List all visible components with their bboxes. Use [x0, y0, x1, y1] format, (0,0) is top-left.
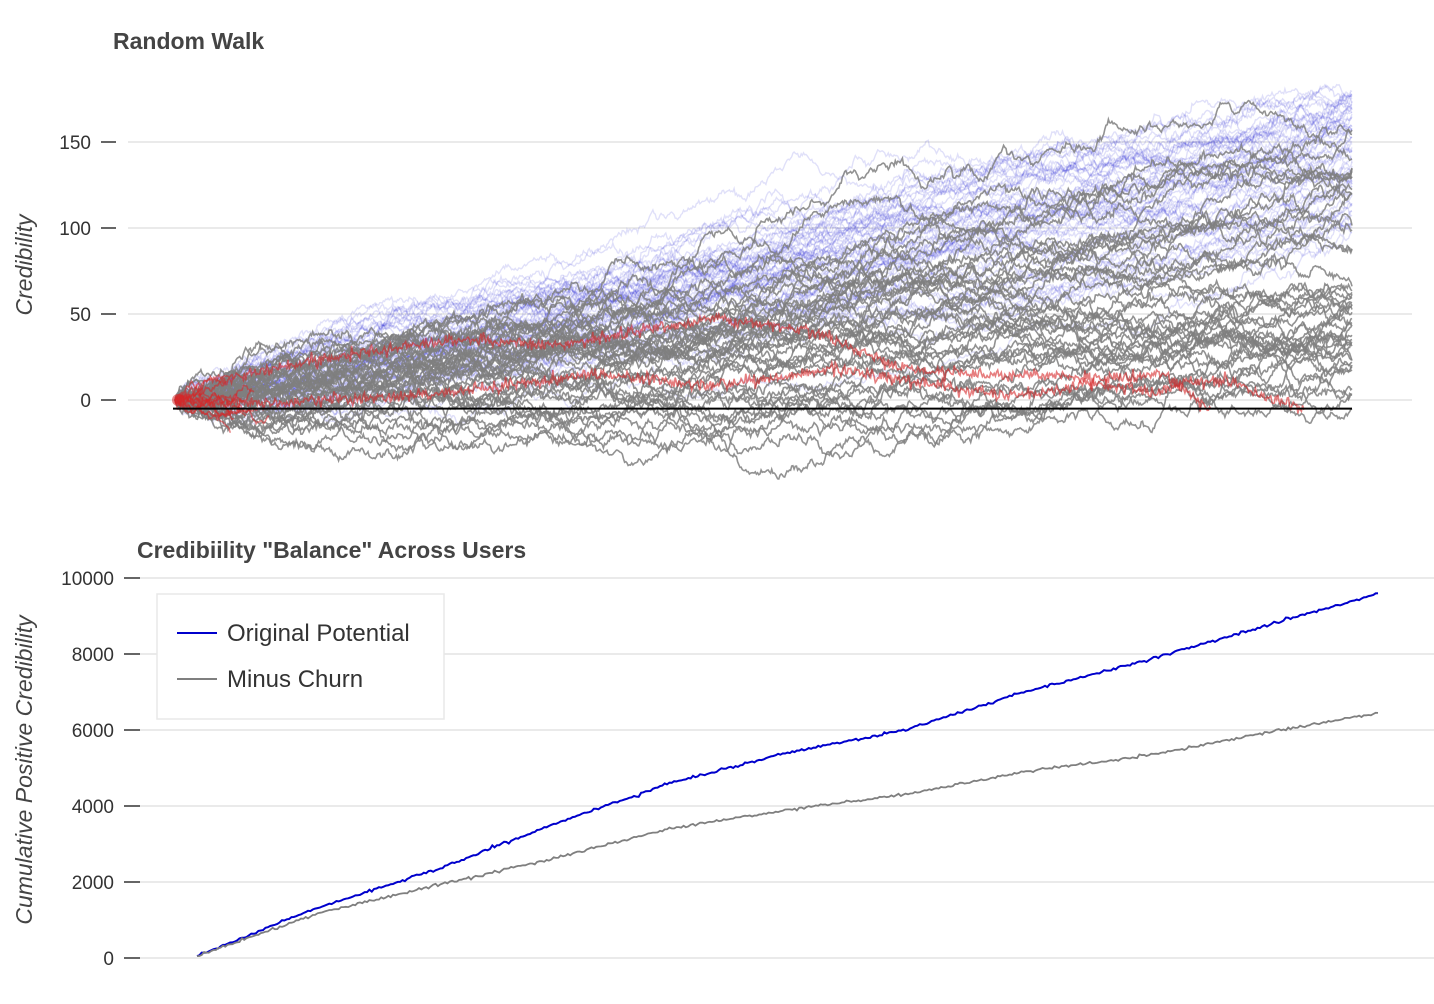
walk-line-gray: [174, 282, 1353, 457]
walk-line-blue: [174, 154, 1353, 406]
walk-line-gray: [174, 353, 1353, 441]
y-tick-label: 0: [103, 949, 114, 970]
legend: Original Potential Minus Churn: [156, 593, 445, 720]
walk-line-gray: [174, 372, 1353, 430]
walk-line-red: [174, 392, 270, 426]
walk-line-gray: [174, 176, 1353, 401]
walk-line-blue: [174, 138, 1353, 407]
walk-line-gray: [174, 99, 1353, 404]
y-tick-label: 2000: [72, 873, 114, 894]
y-tick-label: 8000: [72, 645, 114, 666]
walk-line-gray: [174, 160, 1353, 416]
legend-label: Minus Churn: [227, 666, 363, 693]
series-line-original-potential: [196, 592, 1379, 958]
y-tick-label: 0: [80, 391, 91, 412]
legend-label: Original Potential: [227, 620, 410, 647]
walk-line-red: [174, 374, 228, 402]
walk-line-gray: [175, 341, 1353, 467]
chart-title: Credibiility "Balance" Across Users: [137, 537, 526, 563]
walk-line-blue: [174, 91, 1353, 402]
walk-line-red: [174, 311, 1212, 412]
walk-line-gray: [174, 344, 1353, 447]
y-axis-label: Credibility: [11, 213, 37, 315]
walk-line-blue: [174, 178, 1353, 403]
y-axis-label: Cumulative Positive Credibility: [11, 614, 37, 925]
y-tick-label: 100: [59, 219, 91, 240]
legend-box: [156, 593, 445, 720]
walk-line-gray: [174, 136, 1353, 410]
start-point: [172, 394, 184, 406]
walk-line-blue: [174, 83, 1352, 406]
walk-line-blue: [174, 143, 1353, 405]
walk-line-blue: [174, 96, 1353, 402]
walk-line-red: [174, 359, 1306, 414]
walk-line-gray: [174, 242, 1353, 410]
y-tick-label: 4000: [72, 797, 114, 818]
walk-line-blue: [174, 116, 1353, 405]
walk-line-gray: [174, 319, 1353, 416]
walk-line-blue: [174, 143, 1353, 413]
walk-line-red: [174, 395, 235, 421]
walk-line-red: [174, 389, 255, 407]
walk-line-blue: [174, 128, 1353, 412]
series-line-minus-churn: [196, 711, 1379, 957]
walk-line-gray: [174, 297, 1353, 428]
walk-line-blue: [174, 105, 1353, 401]
walk-line-blue: [174, 123, 1353, 410]
walk-line-gray: [174, 276, 1353, 404]
walk-line-gray: [174, 227, 1353, 401]
y-tick-label: 50: [70, 305, 91, 326]
walk-line-blue: [174, 107, 1353, 414]
y-tick-label: 10000: [61, 569, 114, 590]
random-walk-chart: Random Walk Credibility 0 50 100 150: [11, 28, 1412, 480]
chart-title: Random Walk: [113, 28, 264, 54]
walk-line-gray: [174, 282, 1353, 414]
y-tick-label: 6000: [72, 721, 114, 742]
y-tick-label: 150: [59, 133, 91, 154]
walk-line-gray: [174, 221, 1353, 406]
walk-line-gray: [175, 279, 1353, 402]
credibility-balance-chart: Credibiility "Balance" Across Users Cumul…: [11, 537, 1434, 970]
